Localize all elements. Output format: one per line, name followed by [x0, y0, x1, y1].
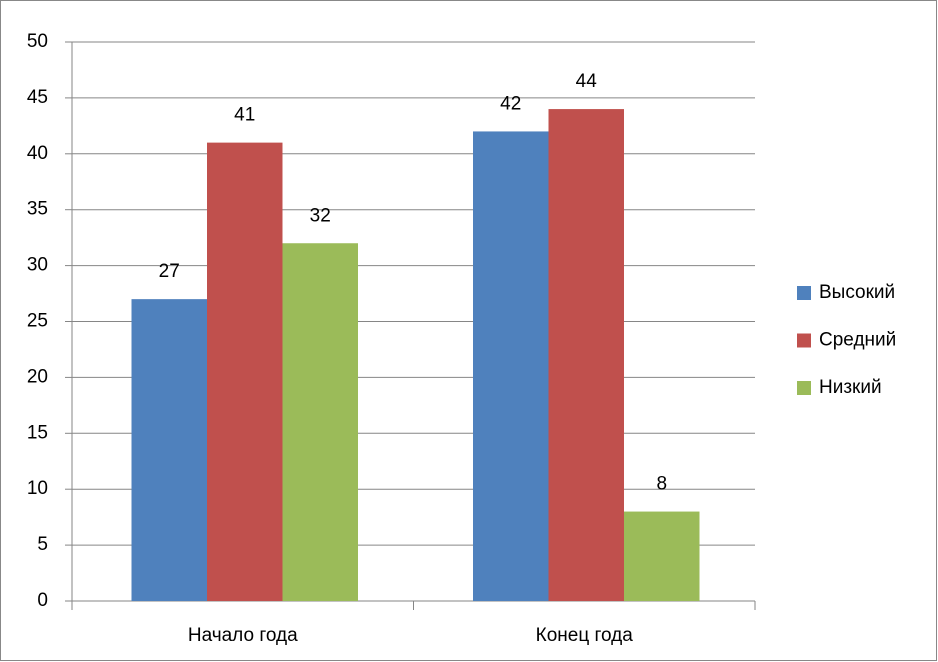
y-tick-label: 15 — [27, 422, 48, 443]
data-label: 44 — [576, 71, 598, 92]
y-tick-label: 45 — [27, 87, 48, 108]
legend-label: Высокий — [819, 282, 895, 303]
bar — [131, 299, 207, 601]
bar — [473, 131, 549, 601]
bar — [548, 109, 624, 601]
legend-label: Низкий — [819, 377, 882, 398]
y-tick-label: 35 — [27, 199, 48, 220]
y-tick-label: 0 — [37, 590, 48, 611]
y-tick-label: 30 — [27, 255, 48, 276]
data-label: 41 — [234, 105, 255, 126]
y-tick-label: 40 — [27, 143, 48, 164]
x-tick-label: Конец года — [536, 625, 634, 646]
legend-swatch — [797, 286, 811, 300]
y-tick-label: 10 — [27, 478, 48, 499]
y-tick-label: 50 — [27, 31, 48, 52]
legend-label: Средний — [819, 330, 896, 351]
data-label: 42 — [500, 93, 521, 114]
y-tick-label: 5 — [37, 534, 48, 555]
y-tick-label: 25 — [27, 311, 48, 332]
legend-swatch — [797, 381, 811, 395]
legend-swatch — [797, 333, 811, 348]
data-label: 32 — [310, 205, 331, 226]
data-label: 8 — [656, 474, 667, 495]
data-label: 27 — [159, 261, 180, 282]
y-tick-label: 20 — [27, 366, 48, 387]
bar — [207, 142, 283, 601]
bar — [282, 243, 358, 602]
x-tick-label: Начало года — [188, 625, 298, 646]
bar — [624, 511, 700, 601]
